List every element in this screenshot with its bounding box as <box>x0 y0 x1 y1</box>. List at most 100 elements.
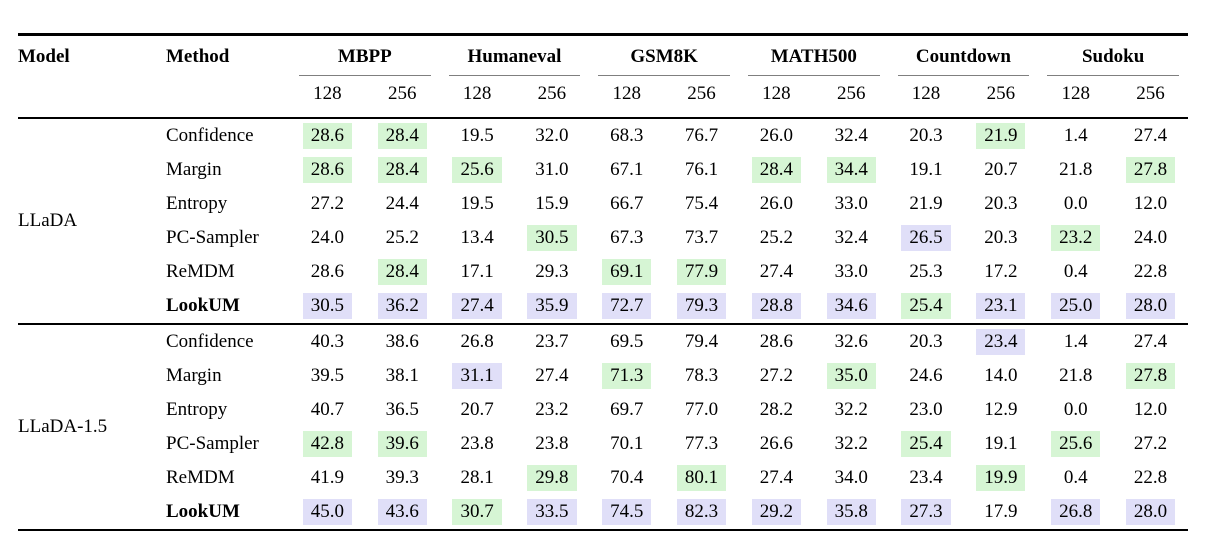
score-cell: 36.5 <box>365 393 440 427</box>
score-cell: 28.6 <box>290 118 365 153</box>
score-highlight-purple: 45.0 <box>302 499 353 525</box>
group-header-row: Model Method MBPP Humaneval GSM8K MATH500 Co… <box>18 34 1188 119</box>
score-cell: 67.3 <box>589 221 664 255</box>
table-row: Entropy 27.2 24.4 19.5 15.9 66.7 75.4 26.0 33.0 2… <box>18 187 1188 221</box>
score-value: 79.4 <box>684 331 719 352</box>
score-cell: 35.8 <box>814 495 889 530</box>
table-row: ReMDM 28.6 28.4 17.1 29.3 69.1 77.9 27.4 33.0 25.… <box>18 255 1188 289</box>
score-cell: 20.3 <box>963 221 1038 255</box>
score-cell: 80.1 <box>664 461 739 495</box>
score-cell: 21.9 <box>963 118 1038 153</box>
score-cell: 13.4 <box>440 221 515 255</box>
score-cell: 14.0 <box>963 359 1038 393</box>
score-cell: 77.3 <box>664 427 739 461</box>
score-cell: 79.4 <box>664 323 739 359</box>
score-cell: 24.0 <box>1113 221 1188 255</box>
score-highlight-purple: 33.5 <box>527 499 577 525</box>
score-cell: 28.6 <box>738 323 814 359</box>
score-value: 20.3 <box>984 227 1018 248</box>
score-highlight-purple: 36.2 <box>377 293 427 319</box>
score-cell: 21.8 <box>1038 359 1113 393</box>
score-cell: 15.9 <box>514 187 589 221</box>
score-cell: 19.5 <box>440 118 515 153</box>
subheader-row: 128 256 128 256 128 256 128 256 128 256 128 256 <box>18 76 1188 119</box>
score-value: 26.6 <box>759 433 793 454</box>
score-value: 20.7 <box>460 399 494 420</box>
score-cell: 38.6 <box>364 323 440 359</box>
group-header-mbpp: MBPP <box>290 35 440 76</box>
score-cell: 78.3 <box>664 359 739 393</box>
score-highlight-purple: 27.4 <box>452 293 502 319</box>
score-value: 14.0 <box>984 365 1018 386</box>
score-cell: 30.7 <box>440 495 515 530</box>
score-value: 17.1 <box>460 261 494 282</box>
score-cell: 25.0 <box>1038 289 1113 324</box>
score-cell: 26.0 <box>739 118 814 153</box>
subcol-header-128: 128 <box>589 76 665 119</box>
score-highlight-purple: 43.6 <box>377 499 427 525</box>
score-cell: 27.4 <box>739 461 814 495</box>
score-value: 70.1 <box>610 433 644 454</box>
score-value: 24.4 <box>385 193 419 214</box>
score-value: 27.2 <box>310 193 345 214</box>
score-highlight-purple: 79.3 <box>676 293 727 319</box>
table-row: LLaDA-1.5 Confidence 40.3 38.6 26.8 23.7 69.5 7… <box>18 323 1188 530</box>
score-cell: 77.9 <box>664 255 739 289</box>
score-highlight-purple: 25.0 <box>1051 293 1101 319</box>
score-value: 15.9 <box>535 193 569 214</box>
score-cell: 32.0 <box>514 118 589 153</box>
score-cell: 23.8 <box>440 427 515 461</box>
score-cell: 42.8 <box>290 427 365 461</box>
score-highlight-green: 35.0 <box>826 363 876 389</box>
score-cell: 27.4 <box>514 359 589 393</box>
table-row: PC-Sampler 42.8 39.6 23.8 23.8 70.1 77.3 26.6 32… <box>18 427 1188 461</box>
score-value: 12.0 <box>1133 193 1168 214</box>
score-value: 17.9 <box>984 501 1018 522</box>
results-table: Model Method MBPP Humaneval GSM8K MATH500 Co… <box>18 33 1188 531</box>
block-llada-1.5: LLaDA-1.5 Confidence 40.3 38.6 26.8 23.7 69.5 7… <box>18 323 1188 530</box>
score-value: 28.2 <box>759 399 793 420</box>
score-cell: 28.4 <box>365 153 440 187</box>
score-value: 32.2 <box>834 433 868 454</box>
score-cell: 77.0 <box>664 393 739 427</box>
score-highlight-purple: 26.8 <box>1051 499 1101 525</box>
score-value: 38.1 <box>385 365 419 386</box>
method-name: Entropy <box>166 399 228 420</box>
score-cell: 26.5 <box>889 221 964 255</box>
score-cell: 72.7 <box>589 289 664 324</box>
score-cell: 27.4 <box>1113 118 1188 153</box>
score-highlight-green: 29.8 <box>527 465 577 491</box>
score-value: 0.0 <box>1063 193 1088 214</box>
score-cell: 35.0 <box>814 359 889 393</box>
score-cell: 28.0 <box>1113 289 1188 324</box>
score-value: 25.2 <box>385 227 419 248</box>
score-cell: 79.3 <box>664 289 739 324</box>
score-value: 33.0 <box>834 193 868 214</box>
score-highlight-purple: 31.1 <box>452 363 502 389</box>
score-cell: 28.4 <box>365 255 440 289</box>
score-cell: 24.0 <box>290 221 365 255</box>
score-value: 38.6 <box>385 331 419 352</box>
method-name: Confidence <box>166 125 254 146</box>
score-cell: 20.7 <box>963 153 1038 187</box>
block-llada: LLaDA Confidence 28.6 28.4 19.5 32.0 68.3 76.7 2… <box>18 118 1188 324</box>
score-cell: 39.6 <box>365 427 440 461</box>
score-value: 70.4 <box>610 467 644 488</box>
score-highlight-green: 25.6 <box>1051 431 1101 457</box>
score-cell: 39.3 <box>365 461 440 495</box>
score-cell: 82.3 <box>664 495 739 530</box>
score-highlight-green: 19.9 <box>976 465 1026 491</box>
score-highlight-green: 23.2 <box>1051 225 1101 251</box>
score-cell: 45.0 <box>290 495 365 530</box>
subcol-header-128: 128 <box>439 76 515 119</box>
subcol-header-128: 128 <box>1038 76 1114 119</box>
score-cell: 25.4 <box>889 427 964 461</box>
score-cell: 76.1 <box>664 153 739 187</box>
score-cell: 26.8 <box>1038 495 1113 530</box>
score-highlight-green: 77.9 <box>676 259 727 285</box>
score-cell: 69.1 <box>589 255 664 289</box>
score-cell: 73.7 <box>664 221 739 255</box>
table-row: Margin 39.5 38.1 31.1 27.4 71.3 78.3 27.2 35.0 24… <box>18 359 1188 393</box>
score-highlight-green: 28.6 <box>302 157 353 183</box>
